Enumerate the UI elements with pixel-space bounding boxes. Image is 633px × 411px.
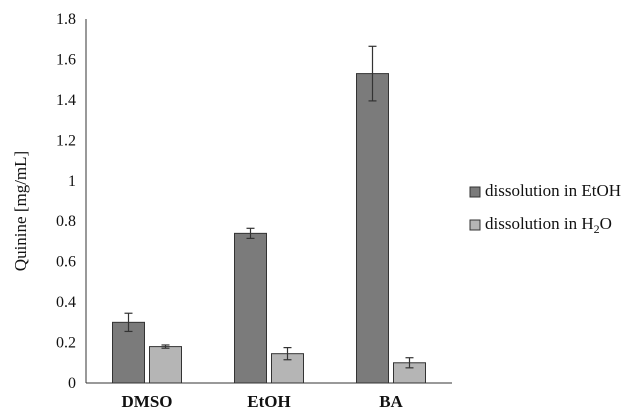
category-labels: DMSO EtOH BA	[122, 392, 404, 411]
bar-h2o-dmso	[149, 346, 182, 384]
bars-group	[112, 45, 426, 384]
legend-swatch	[469, 219, 481, 231]
y-tick-label: 0	[68, 375, 76, 392]
y-axis-label: Quinine [mg/mL]	[11, 151, 30, 271]
y-tick-label: 0.2	[56, 335, 76, 352]
category-label: BA	[379, 392, 403, 411]
category-label: EtOH	[247, 392, 290, 411]
y-tick-label: 1.6	[56, 51, 76, 68]
y-tick-label: 1.4	[56, 92, 76, 109]
legend-label: dissolution in H2O	[485, 214, 612, 236]
bar-etoh-ba	[356, 73, 389, 384]
category-label: DMSO	[122, 392, 173, 411]
bar-etoh-etoh	[234, 232, 267, 384]
y-tick-label: 0.8	[56, 213, 76, 230]
y-axis-ticks: 0 0.2 0.4 0.6 0.8 1 1.2 1.4 1.6 1.8	[56, 11, 76, 392]
bar-etoh-dmso	[112, 321, 145, 384]
y-tick-label: 0.6	[56, 254, 76, 271]
legend-label: dissolution in EtOH	[485, 181, 621, 200]
y-tick-label: 0.4	[56, 294, 76, 311]
y-tick-label: 1.8	[56, 11, 76, 28]
legend: dissolution in EtOH dissolution in H2O	[469, 181, 621, 236]
legend-swatch	[469, 186, 481, 198]
y-tick-label: 1.2	[56, 132, 76, 149]
y-tick-label: 1	[68, 173, 76, 190]
